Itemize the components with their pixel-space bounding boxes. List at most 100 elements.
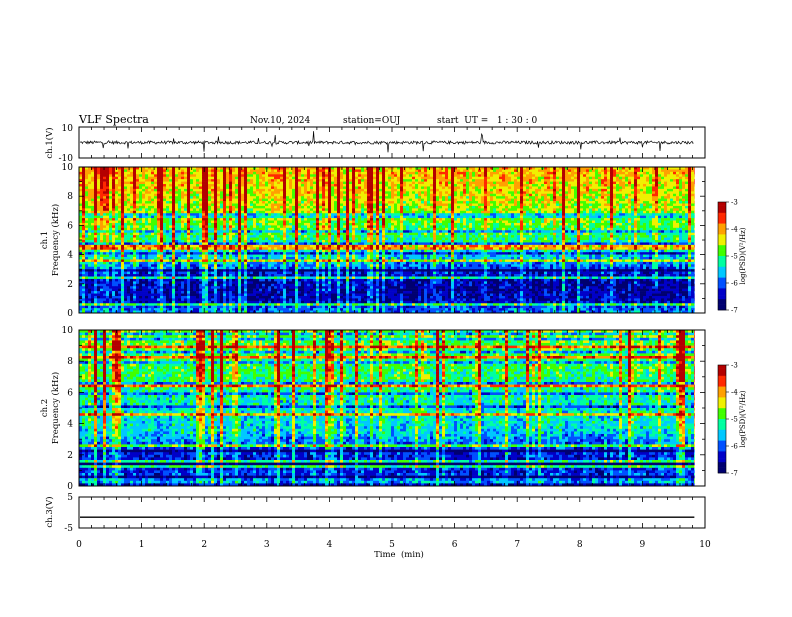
spectrogram-cell — [475, 172, 478, 175]
spectrogram-cell — [418, 182, 421, 185]
spectrogram-cell — [361, 216, 364, 219]
spectrogram-cell — [646, 169, 649, 172]
spectrogram-cell — [157, 204, 160, 207]
spectrogram-cell — [517, 201, 520, 204]
spectrogram-cell — [259, 211, 262, 214]
spectrogram-cell — [391, 204, 394, 207]
spectrogram-cell — [607, 213, 610, 216]
spectrogram-cell — [547, 213, 550, 216]
spectrogram-cell — [112, 218, 115, 221]
spectrogram-cell — [541, 213, 544, 216]
spectrogram-cell — [292, 179, 295, 182]
spectrogram-cell — [343, 191, 346, 194]
spectrogram-cell — [568, 186, 571, 189]
spectrogram-cell — [469, 208, 472, 211]
spectrogram-cell — [514, 199, 517, 202]
spectrogram-cell — [577, 211, 580, 214]
spectrogram-cell — [655, 211, 658, 214]
spectrogram-cell — [274, 179, 277, 182]
spectrogram-cell — [439, 206, 442, 209]
spectrogram-cell — [496, 216, 499, 219]
spectrogram-cell — [100, 206, 103, 209]
spectrogram-cell — [499, 221, 502, 224]
spectrogram-cell — [253, 196, 256, 199]
spectrogram-cell — [361, 169, 364, 172]
spectrogram-cell — [379, 184, 382, 187]
spectrogram-cell — [571, 186, 574, 189]
spectrogram-cell — [190, 194, 193, 197]
spectrogram-cell — [106, 186, 109, 189]
spectrogram-cell — [493, 201, 496, 204]
spectrogram-cell — [634, 174, 637, 177]
spectrogram-cell — [571, 184, 574, 187]
spectrogram-cell — [232, 191, 235, 194]
spectrogram-cell — [631, 191, 634, 194]
spectrogram-cell — [217, 174, 220, 177]
spectrogram-cell — [406, 199, 409, 202]
spectrogram-cell — [163, 182, 166, 185]
spectrogram-cell — [493, 186, 496, 189]
spectrogram-cell — [265, 191, 268, 194]
spectrogram-cell — [301, 206, 304, 209]
spectrogram-cell — [496, 196, 499, 199]
spectrogram-cell — [382, 182, 385, 185]
spectrogram-cell — [364, 179, 367, 182]
spectrogram-cell — [253, 189, 256, 192]
spectrogram-cell — [469, 223, 472, 226]
spectrogram-cell — [328, 179, 331, 182]
spectrogram-cell — [358, 213, 361, 216]
spectrogram-cell — [268, 199, 271, 202]
spectrogram-cell — [484, 182, 487, 185]
spectrogram-cell — [691, 208, 694, 211]
spectrogram-cell — [412, 182, 415, 185]
spectrogram-cell — [235, 174, 238, 177]
spectrogram-cell — [601, 194, 604, 197]
spectrogram-cell — [667, 213, 670, 216]
spectrogram-cell — [223, 206, 226, 209]
spectrogram-cell — [316, 213, 319, 216]
spectrogram-cell — [613, 204, 616, 207]
spectrogram-cell — [193, 184, 196, 187]
spectrogram-cell — [550, 191, 553, 194]
spectrogram-cell — [160, 206, 163, 209]
spectrogram-cell — [232, 189, 235, 192]
spectrogram-cell — [583, 199, 586, 202]
spectrogram-cell — [607, 218, 610, 221]
spectrogram-cell — [613, 186, 616, 189]
spectrogram-cell — [631, 186, 634, 189]
spectrogram-cell — [361, 196, 364, 199]
spectrogram-cell — [616, 174, 619, 177]
spectrogram-cell — [340, 223, 343, 226]
spectrogram-cell — [310, 189, 313, 192]
spectrogram-cell — [415, 184, 418, 187]
spectrogram-cell — [562, 218, 565, 221]
spectrogram-cell — [331, 189, 334, 192]
spectrogram-cell — [637, 206, 640, 209]
spectrogram-cell — [427, 206, 430, 209]
spectrogram-cell — [628, 204, 631, 207]
spectrogram-cell — [88, 208, 91, 211]
spectrogram-cell — [592, 213, 595, 216]
spectrogram-cell — [379, 196, 382, 199]
spectrogram-cell — [589, 201, 592, 204]
spectrogram-cell — [343, 169, 346, 172]
spectrogram-cell — [688, 191, 691, 194]
spectrogram-cell — [409, 184, 412, 187]
spectrogram-cell — [247, 194, 250, 197]
spectrogram-cell — [688, 194, 691, 197]
spectrogram-cell — [124, 186, 127, 189]
spectrogram-cell — [517, 211, 520, 214]
spectrogram-cell — [373, 206, 376, 209]
spectrogram-cell — [364, 184, 367, 187]
spectrogram-cell — [550, 211, 553, 214]
spectrogram-cell — [208, 211, 211, 214]
spectrogram-cell — [454, 223, 457, 226]
spectrogram-cell — [412, 218, 415, 221]
spectrogram-cell — [421, 218, 424, 221]
spectrogram-cell — [253, 177, 256, 180]
spectrogram-cell — [187, 223, 190, 226]
spectrogram-cell — [535, 194, 538, 197]
spectrogram-cell — [220, 221, 223, 224]
spectrogram-cell — [520, 213, 523, 216]
spectrogram-cell — [679, 218, 682, 221]
